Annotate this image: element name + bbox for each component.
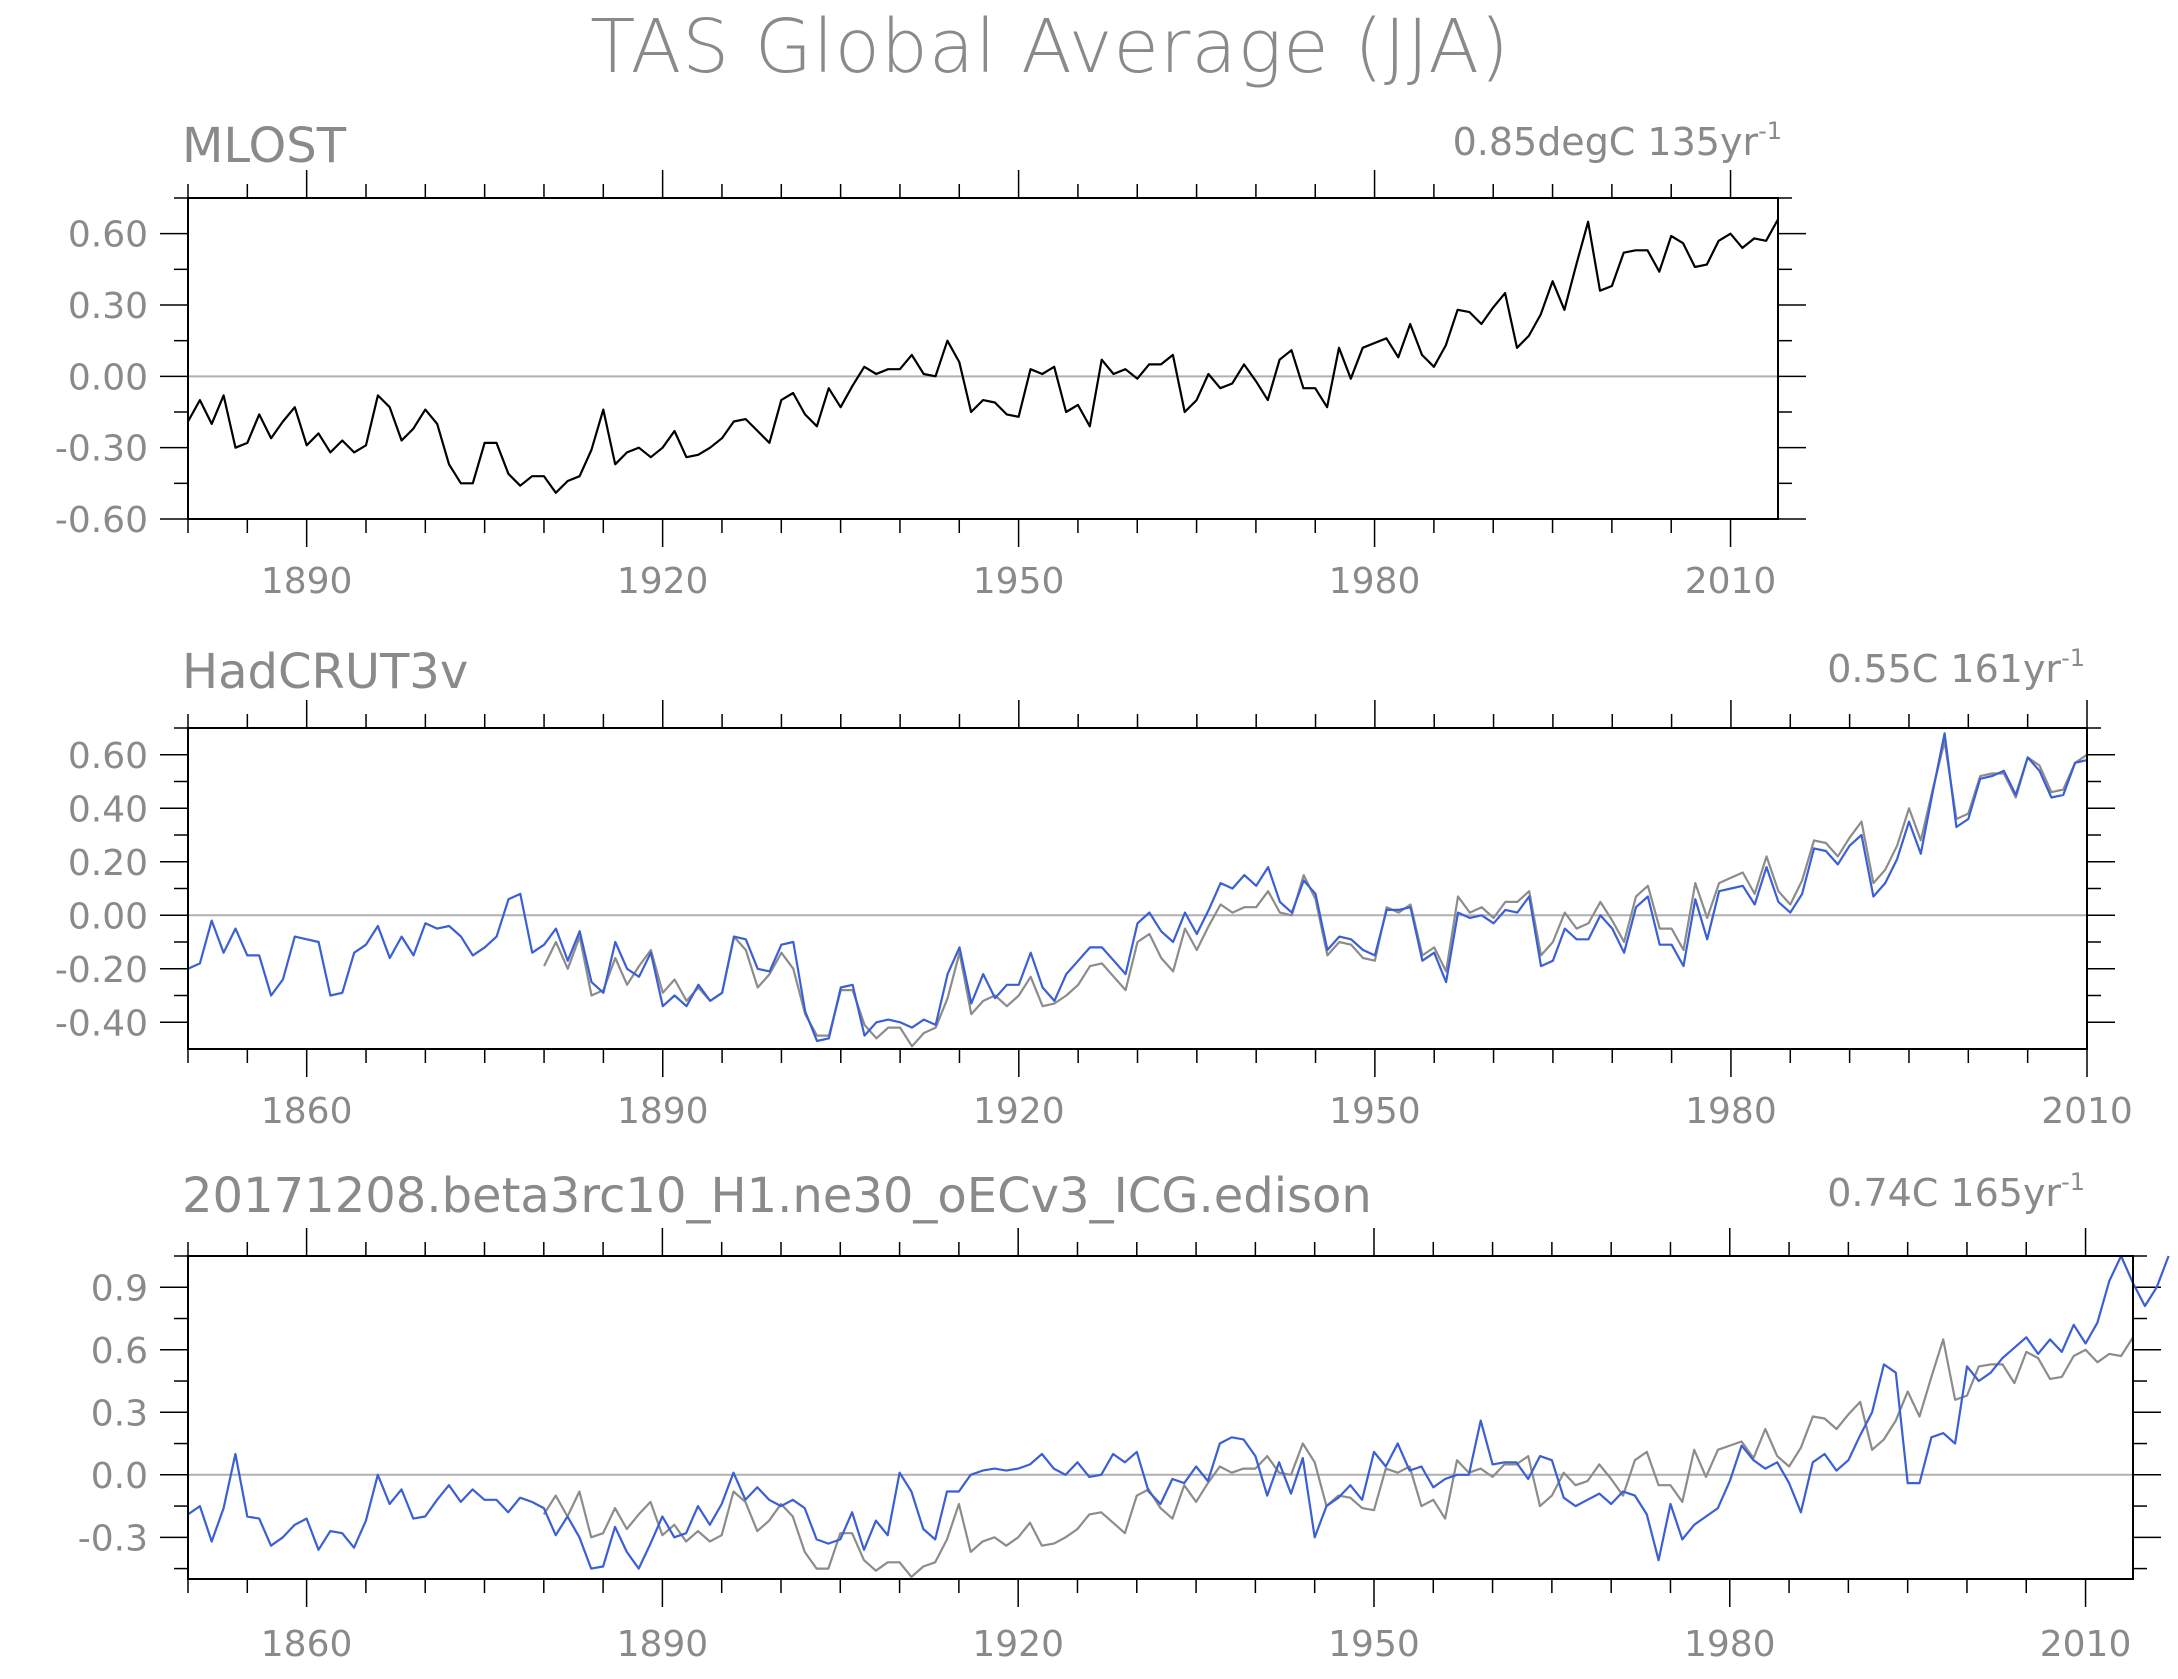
trend-text: 0.74C 165yr: [1827, 1171, 2061, 1215]
x-tick-label: 1980: [1329, 561, 1421, 602]
panel-1: MLOST 0.85degC 135yr-1 1890 1920 1950 1980 201…: [55, 117, 1806, 602]
plot-frame: [187, 727, 2088, 1050]
panel-2: HadCRUT3v 0.55C 161yr-1 1860 1890 1920 1950 19…: [55, 644, 2133, 1132]
x-tick-label: 2010: [1685, 561, 1777, 602]
trend-label: 0.55C 161yr-1: [1827, 644, 2085, 691]
x-tick-label: 1950: [1329, 1091, 1421, 1132]
plot-frame: [187, 1255, 2134, 1580]
x-tick-label: 1920: [973, 1091, 1065, 1132]
trend-label: 0.74C 165yr-1: [1827, 1168, 2085, 1215]
x-tick-label: 1980: [1684, 1624, 1776, 1665]
x-tick-label: 1950: [973, 561, 1065, 602]
y-tick-label: 0.60: [68, 736, 148, 777]
panel-title: MLOST: [182, 118, 347, 174]
plot-frame: [187, 197, 1779, 520]
y-tick-label: -0.60: [55, 500, 148, 541]
trend-superscript: -1: [1758, 117, 1782, 145]
x-tick-label: 1860: [261, 1091, 353, 1132]
y-tick-label: -0.3: [78, 1518, 148, 1559]
y-tick-label: 0.40: [68, 789, 148, 830]
x-tick-label: 1980: [1685, 1091, 1777, 1132]
y-tick-label: -0.40: [55, 1003, 148, 1044]
y-tick-label: 0.30: [68, 286, 148, 327]
y-tick-label: 0.6: [91, 1331, 148, 1372]
x-tick-label: 1920: [972, 1624, 1064, 1665]
y-tick-label: 0.00: [68, 896, 148, 937]
x-tick-label: 2010: [2040, 1624, 2132, 1665]
series-line-2: [187, 732, 2088, 1043]
x-tick-label: 2010: [2041, 1091, 2133, 1132]
main-title: TAS Global Average (JJA): [590, 4, 1510, 90]
panel-title: 20171208.beta3rc10_H1.ne30_oECv3_ICG.edi…: [182, 1168, 1372, 1224]
x-tick-label: 1860: [261, 1624, 353, 1665]
trend-superscript: -1: [2061, 644, 2085, 672]
series-line-1: [187, 218, 1779, 494]
x-tick-label: 1890: [617, 1091, 709, 1132]
series-line-2: [187, 1254, 2170, 1570]
y-tick-label: 0.9: [91, 1268, 148, 1309]
y-tick-label: -0.30: [55, 429, 148, 470]
y-tick-label: 0.20: [68, 843, 148, 884]
series-line-1: [542, 1336, 2134, 1579]
y-tick-label: -0.20: [55, 950, 148, 991]
panel-3: 20171208.beta3rc10_H1.ne30_oECv3_ICG.edi…: [78, 1168, 2170, 1665]
x-tick-label: 1920: [617, 561, 709, 602]
trend-text: 0.55C 161yr: [1827, 647, 2061, 691]
trend-text: 0.85degC 135yr: [1453, 120, 1759, 164]
x-tick-label: 1950: [1328, 1624, 1420, 1665]
y-tick-label: 0.3: [91, 1393, 148, 1434]
panel-title: HadCRUT3v: [182, 644, 468, 700]
y-tick-label: 0.00: [68, 357, 148, 398]
x-tick-label: 1890: [261, 561, 353, 602]
y-tick-label: 0.0: [91, 1456, 148, 1497]
x-tick-label: 1890: [617, 1624, 709, 1665]
trend-label: 0.85degC 135yr-1: [1453, 117, 1782, 164]
y-tick-label: 0.60: [68, 215, 148, 256]
trend-superscript: -1: [2061, 1168, 2085, 1196]
